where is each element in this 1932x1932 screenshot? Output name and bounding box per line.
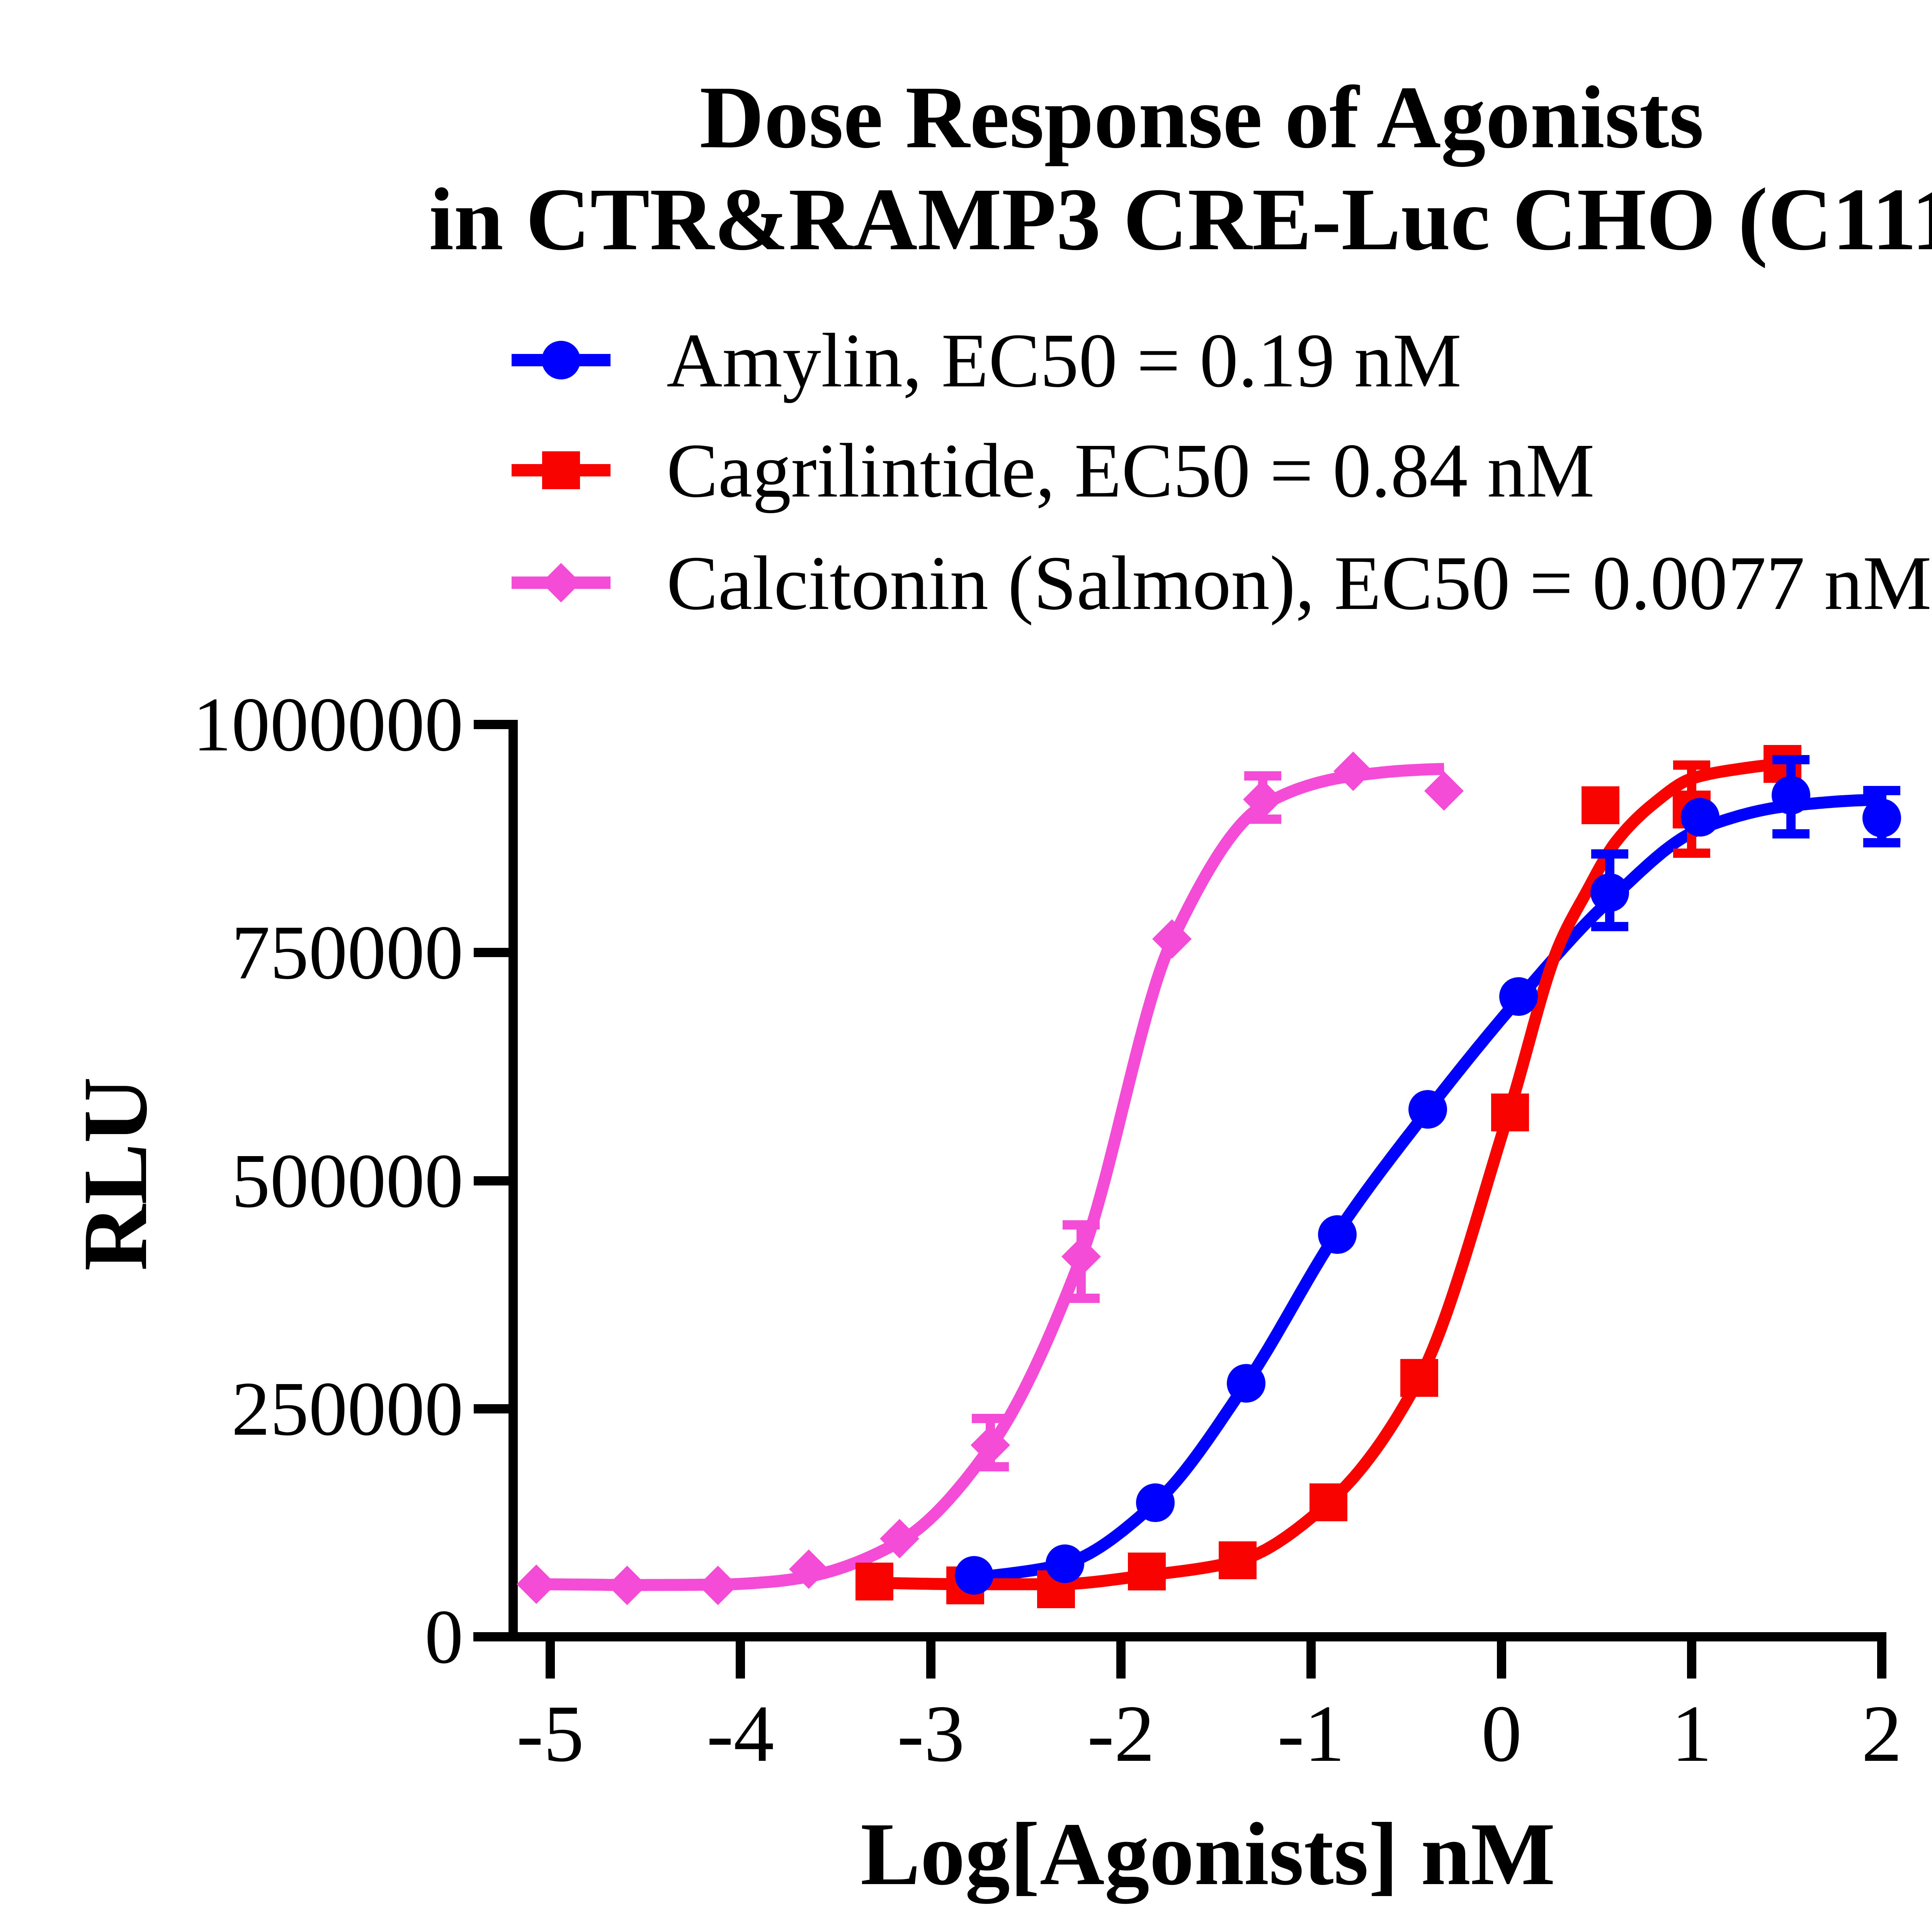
svg-text:Calcitonin (Salmon), EC50 = 0.: Calcitonin (Salmon), EC50 = 0.0077 nM	[667, 541, 1932, 626]
svg-text:Cagrilintide, EC50 = 0.84 nM: Cagrilintide, EC50 = 0.84 nM	[667, 428, 1595, 514]
svg-text:750000: 750000	[231, 910, 463, 995]
svg-text:2: 2	[1862, 1689, 1902, 1779]
svg-text:RLU: RLU	[65, 1077, 166, 1271]
svg-text:1: 1	[1672, 1689, 1712, 1779]
svg-text:Amylin, EC50 = 0.19 nM: Amylin, EC50 = 0.19 nM	[667, 318, 1461, 403]
svg-text:250000: 250000	[231, 1366, 463, 1452]
svg-text:0: 0	[1481, 1689, 1522, 1779]
svg-text:-2: -2	[1087, 1689, 1155, 1779]
svg-text:-3: -3	[897, 1689, 965, 1779]
svg-text:Dose Response of Agonists: Dose Response of Agonists	[700, 68, 1704, 167]
svg-text:-1: -1	[1277, 1689, 1345, 1779]
svg-text:Log[Agonists] nM: Log[Agonists] nM	[861, 1804, 1555, 1904]
svg-text:0: 0	[425, 1594, 463, 1680]
svg-text:-4: -4	[707, 1689, 774, 1779]
svg-text:in CTR&RAMP3 CRE-Luc CHO (C111: in CTR&RAMP3 CRE-Luc CHO (C111)	[429, 170, 1932, 269]
svg-text:1000000: 1000000	[193, 682, 463, 767]
svg-text:500000: 500000	[231, 1138, 463, 1224]
svg-text:-5: -5	[517, 1689, 584, 1779]
